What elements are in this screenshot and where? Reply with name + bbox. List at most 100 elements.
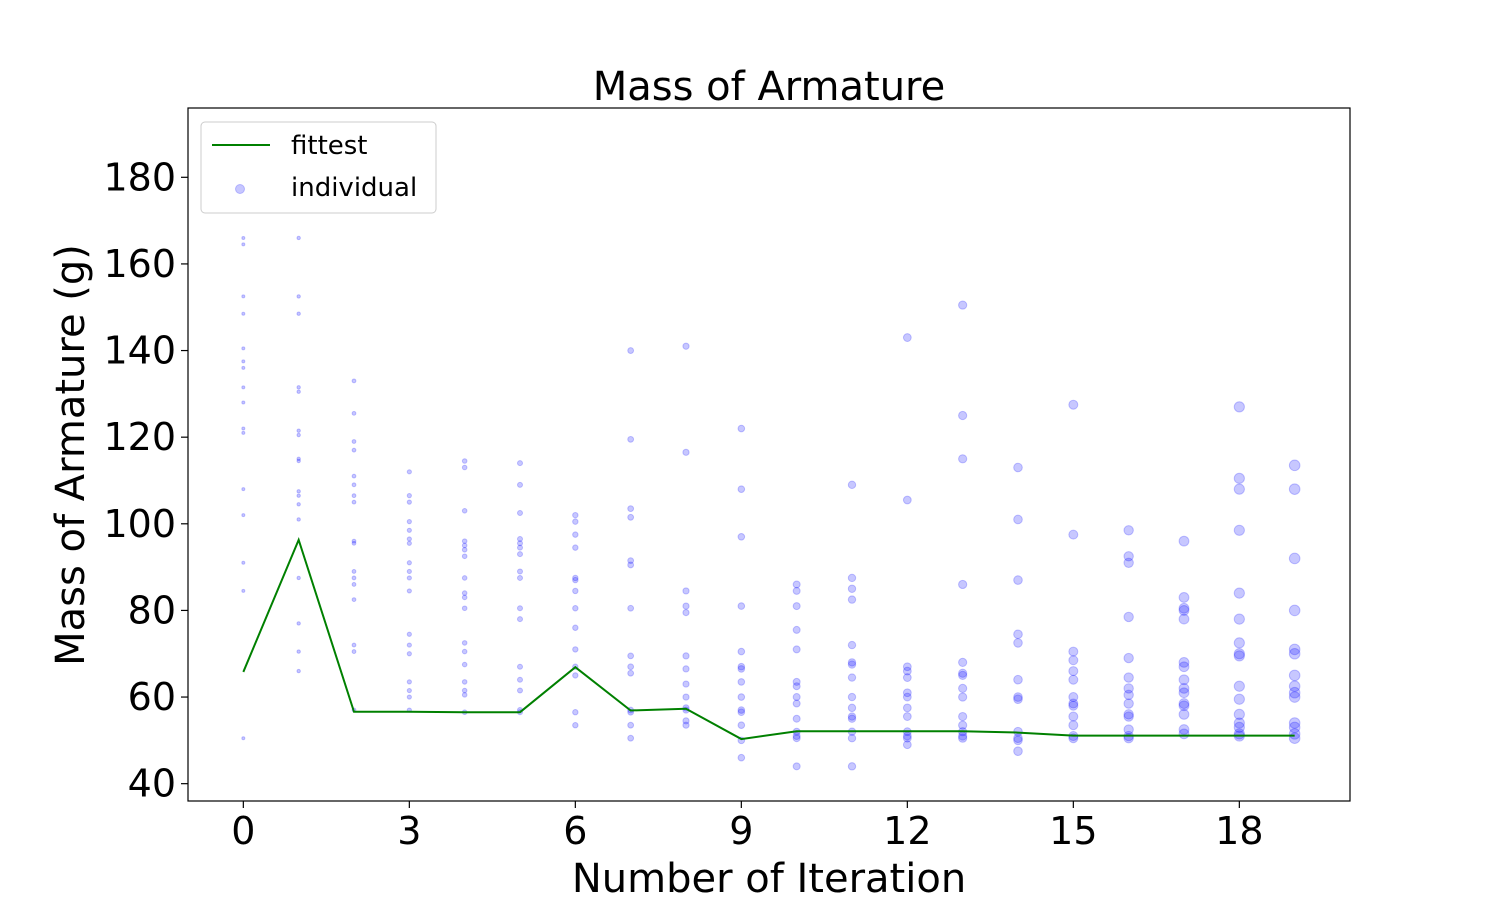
individual-point [351, 642, 357, 648]
individual-point [1288, 604, 1301, 617]
individual-point [296, 235, 301, 241]
individual-point [737, 532, 746, 541]
individual-point [461, 679, 468, 685]
individual-point [517, 605, 523, 612]
individual-point [627, 561, 635, 569]
individual-point [572, 574, 579, 582]
individual-point [296, 389, 301, 394]
individual-point [1178, 728, 1190, 740]
individual-point [902, 495, 912, 505]
individual-point [1123, 689, 1134, 701]
individual-point [241, 736, 246, 741]
individual-point [572, 672, 579, 679]
individual-point [1068, 692, 1079, 703]
individual-point [296, 489, 301, 494]
individual-point [958, 454, 968, 464]
individual-point [296, 428, 301, 433]
individual-point [1233, 637, 1245, 649]
individual-point [902, 673, 912, 682]
individual-point [958, 692, 968, 702]
individual-point [1288, 686, 1301, 699]
individual-point [958, 668, 968, 678]
individual-point [517, 551, 523, 558]
individual-point [792, 586, 801, 595]
individual-point [1233, 524, 1245, 536]
individual-point [1068, 399, 1079, 410]
individual-point [351, 482, 357, 488]
individual-point [682, 721, 690, 729]
individual-point [406, 687, 412, 694]
individual-point [406, 642, 412, 648]
individual-point [461, 648, 468, 655]
individual-point [1288, 717, 1301, 729]
individual-point [351, 582, 357, 587]
y-tick-label: 180 [103, 155, 176, 199]
individual-point [682, 448, 690, 456]
individual-point [792, 645, 801, 654]
individual-point [406, 694, 412, 700]
individual-point [958, 670, 968, 680]
individual-point [351, 447, 357, 453]
individual-point [406, 469, 412, 475]
individual-point [792, 732, 801, 741]
individual-point [296, 649, 301, 654]
individual-point [792, 714, 801, 723]
individual-point [737, 647, 746, 656]
y-tick-label: 60 [128, 675, 176, 719]
individual-point [1178, 613, 1190, 625]
individual-point [1013, 462, 1023, 473]
individual-point [1178, 724, 1190, 735]
individual-point [351, 493, 357, 499]
individual-point [1178, 698, 1190, 709]
individual-point [241, 588, 246, 593]
individual-point [406, 527, 412, 533]
individual-point [461, 590, 468, 596]
individual-point [406, 540, 412, 546]
individual-point [572, 518, 579, 525]
individual-point [847, 673, 857, 682]
individual-point [241, 359, 246, 364]
plot-area-frame [187, 107, 1351, 802]
individual-point [406, 568, 412, 575]
individual-point [902, 692, 912, 702]
individual-point [1013, 674, 1023, 685]
individual-point [461, 458, 468, 464]
individual-point [627, 347, 635, 354]
individual-point [847, 692, 857, 702]
individual-point [792, 580, 801, 589]
individual-point [902, 712, 912, 721]
individual-point [1013, 694, 1023, 705]
individual-point [1068, 720, 1079, 731]
individual-point [296, 668, 301, 674]
individual-point [1178, 682, 1190, 694]
individual-point [241, 242, 246, 247]
individual-point [1068, 666, 1079, 677]
individual-point [461, 594, 468, 601]
individual-point [1233, 401, 1245, 413]
individual-point [792, 677, 801, 686]
fittest-line [242, 536, 1295, 741]
individual-point [1233, 472, 1245, 484]
individual-point [902, 666, 912, 676]
individual-point [296, 458, 301, 464]
individual-point [351, 649, 357, 654]
individual-point [572, 722, 579, 729]
individual-point [241, 426, 246, 431]
individual-point [296, 493, 301, 498]
individual-point [682, 665, 690, 673]
individual-point [792, 602, 801, 611]
individual-point [296, 311, 301, 316]
individual-point [792, 693, 801, 702]
individual-point [1123, 724, 1134, 735]
individual-point [517, 544, 523, 551]
individual-point [627, 721, 635, 729]
individual-point [847, 660, 857, 669]
individual-point [572, 587, 579, 595]
individual-point [958, 720, 968, 730]
individual-point [737, 602, 746, 610]
individual-point [627, 435, 635, 443]
individual-point [296, 456, 301, 462]
individual-point [737, 662, 746, 671]
individual-point [296, 575, 301, 581]
y-ticks: 40 60 80 100 120 140 160 180 [103, 155, 188, 806]
